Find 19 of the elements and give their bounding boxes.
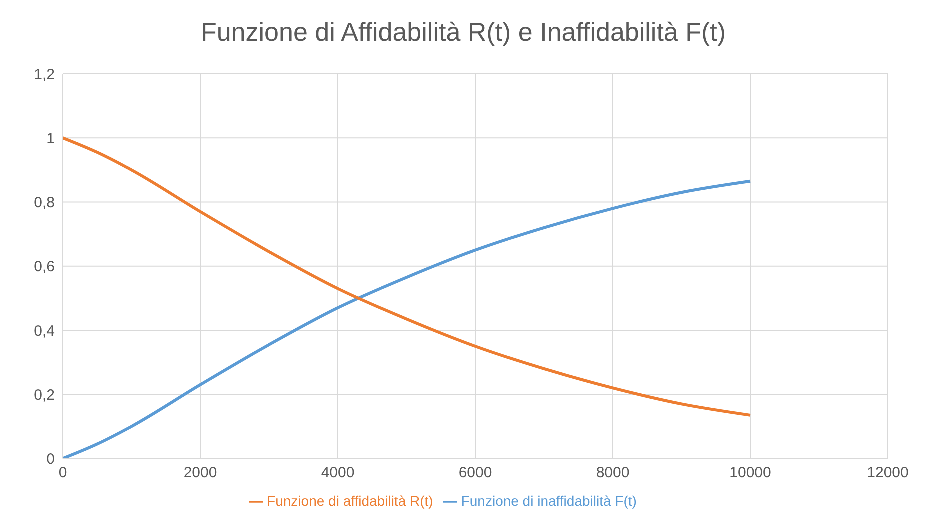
x-tick-label: 0 — [58, 464, 68, 482]
y-tick-label: 0,2 — [34, 386, 55, 404]
line-series — [63, 136, 752, 417]
y-tick-label: 1 — [46, 130, 55, 148]
y-tick-label: 0 — [46, 451, 55, 468]
y-tick-label: 0,8 — [34, 194, 55, 212]
x-tick-label: 4000 — [321, 464, 355, 482]
chart-title: Funzione di Affidabilità R(t) e Inaffidabilità F(t) — [200, 16, 728, 49]
line-series — [63, 180, 752, 459]
x-tick-label: 2000 — [184, 464, 218, 482]
legend-label: Funzione di affidabilità R(t) — [267, 492, 434, 509]
y-tick-label: 0,4 — [34, 322, 55, 340]
y-tick-label: 0,6 — [34, 258, 55, 276]
x-tick-label: 6000 — [458, 464, 492, 482]
y-tick-label: 1,2 — [34, 66, 55, 84]
legend-label: Funzione di inaffidabilità F(t) — [461, 492, 637, 509]
x-tick-label: 12000 — [867, 464, 909, 482]
x-tick-label: 10000 — [730, 464, 772, 482]
x-tick-label: 8000 — [596, 464, 630, 482]
